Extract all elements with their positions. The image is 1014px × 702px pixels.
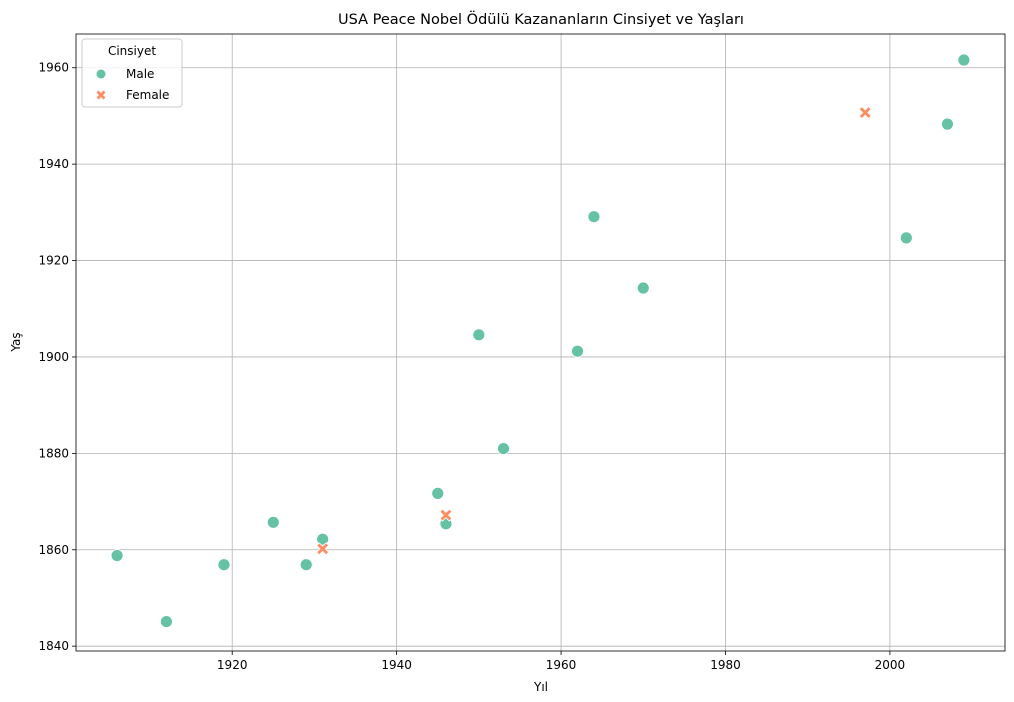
- y-tick-label: 1960: [38, 61, 69, 75]
- legend-title: Cinsiyet: [108, 44, 156, 58]
- x-tick-label: 1980: [710, 658, 741, 672]
- legend-label: Female: [126, 88, 169, 102]
- y-tick-label: 1880: [38, 446, 69, 460]
- male-point: [472, 328, 486, 342]
- x-axis-label: Yıl: [533, 680, 548, 694]
- male-point: [316, 532, 330, 546]
- y-axis-label: Yaş: [9, 332, 23, 352]
- female-point: [316, 542, 330, 556]
- legend-marker-male: [96, 69, 106, 79]
- male-point: [571, 344, 584, 358]
- male-point: [160, 615, 173, 628]
- series-male: [110, 53, 971, 628]
- legend-frame: [81, 38, 183, 108]
- y-tick-label: 1840: [38, 639, 69, 653]
- x-axis-ticks: 1920 1940 1960 1980 2000: [217, 651, 905, 672]
- male-point: [266, 515, 280, 529]
- x-tick-label: 2000: [875, 658, 906, 672]
- legend: Cinsiyet Male Female: [81, 38, 183, 108]
- male-point: [636, 281, 650, 295]
- male-point: [497, 442, 510, 455]
- legend-label: Male: [126, 67, 154, 81]
- legend-entry-female: Female: [96, 88, 169, 102]
- x-tick-label: 1940: [381, 658, 412, 672]
- male-point: [899, 231, 913, 245]
- male-point: [941, 117, 954, 131]
- x-tick-label: 1960: [546, 658, 577, 672]
- male-point: [957, 53, 971, 67]
- female-point: [439, 508, 453, 522]
- legend-entries: Male Female: [96, 67, 169, 102]
- plot-frame: [75, 33, 1006, 652]
- y-axis-ticks: 1840 1860 1880 1900 1920 1940 1960: [38, 61, 76, 653]
- legend-marker-female: [96, 90, 106, 100]
- male-point: [217, 558, 231, 572]
- y-tick-label: 1860: [38, 543, 69, 557]
- y-tick-label: 1940: [38, 157, 69, 171]
- legend-entry-male: Male: [96, 67, 154, 81]
- male-point: [431, 486, 445, 500]
- chart-title: USA Peace Nobel Ödülü Kazananların Cinsi…: [338, 10, 744, 28]
- y-tick-label: 1920: [38, 254, 69, 268]
- series-female: [316, 106, 872, 556]
- x-tick-label: 1920: [217, 658, 248, 672]
- male-point: [587, 210, 601, 224]
- male-point: [299, 558, 313, 572]
- female-point: [858, 106, 872, 120]
- data-points: [110, 53, 971, 628]
- y-tick-label: 1900: [38, 350, 69, 364]
- grid: [76, 34, 1005, 651]
- male-point: [110, 549, 124, 562]
